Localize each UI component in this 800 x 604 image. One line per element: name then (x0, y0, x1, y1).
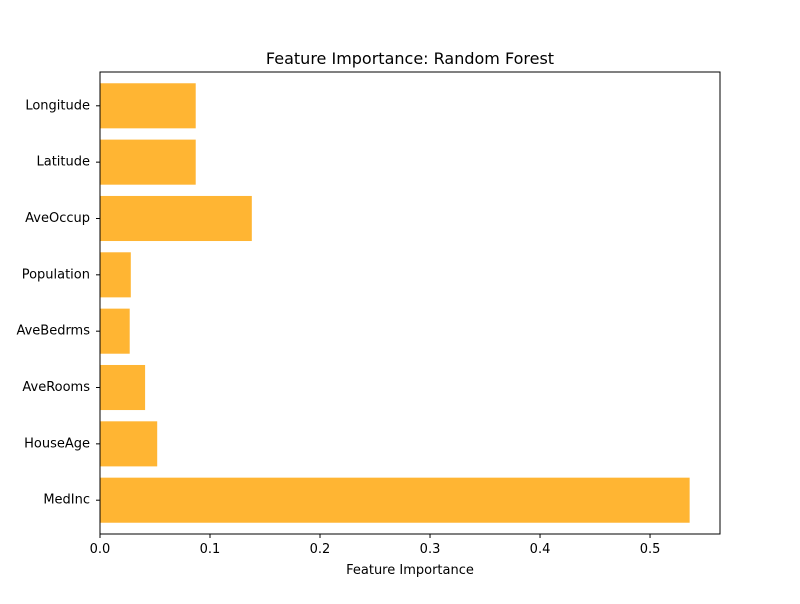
y-tick-label: Population (22, 267, 90, 282)
y-tick-label: Latitude (36, 155, 90, 170)
bar-population (100, 252, 131, 298)
x-tick-label: 0.2 (310, 542, 331, 557)
x-axis-ticks: 0.0 0.1 0.2 0.3 0.4 0.5 (90, 534, 661, 557)
bar-longitude (100, 83, 196, 129)
y-tick-label: Longitude (25, 98, 90, 113)
x-tick-label: 0.1 (200, 542, 221, 557)
x-tick-label: 0.5 (640, 542, 661, 557)
bar-avebedrms (100, 308, 130, 354)
plot-frame (99, 71, 721, 535)
y-tick-label: AveOccup (25, 211, 90, 226)
y-tick-label: AveBedrms (16, 324, 90, 339)
x-tick-label: 0.3 (420, 542, 441, 557)
x-axis-label: Feature Importance (346, 563, 474, 578)
y-tick-label: AveRooms (22, 380, 90, 395)
y-tick-label: MedInc (43, 493, 90, 508)
x-tick-label: 0.4 (530, 542, 551, 557)
x-tick-label: 0.0 (90, 542, 111, 557)
y-axis-ticks: MedInc HouseAge AveRooms AveBedrms Populatio… (16, 98, 100, 508)
bar-houseage (100, 421, 158, 467)
bar-averooms (100, 364, 146, 411)
bar-latitude (100, 139, 196, 185)
bar-aveoccup (100, 195, 252, 242)
y-tick-label: HouseAge (24, 436, 90, 451)
bar-medinc (100, 477, 690, 523)
chart-title: Feature Importance: Random Forest (266, 49, 554, 68)
bars-layer (100, 83, 690, 523)
